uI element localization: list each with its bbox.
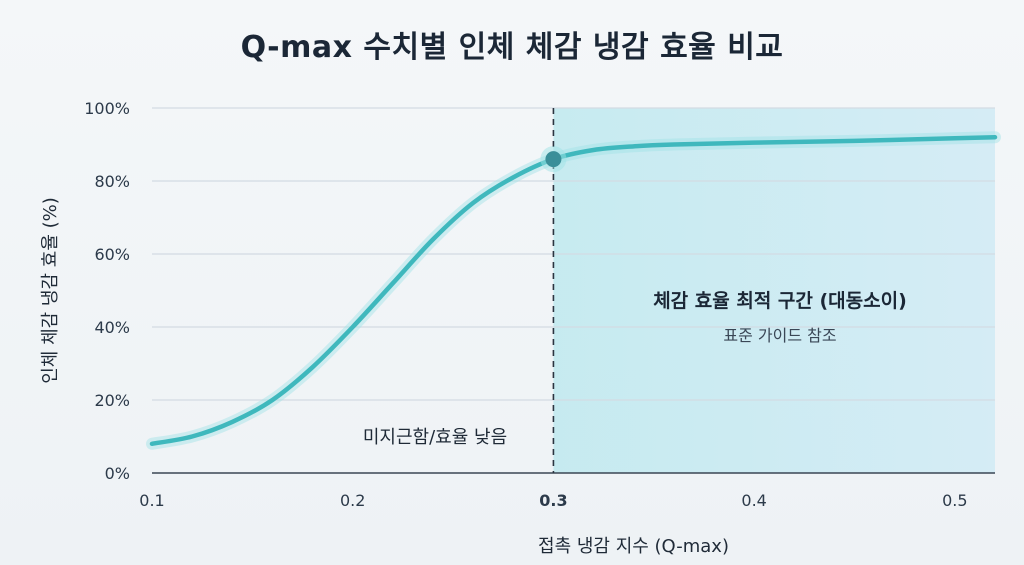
y-tick-label: 80% bbox=[94, 172, 130, 191]
data-point bbox=[953, 136, 957, 140]
data-point bbox=[311, 365, 315, 369]
data-point bbox=[511, 175, 515, 179]
data-point bbox=[270, 398, 274, 402]
data-point bbox=[993, 135, 997, 139]
data-point bbox=[351, 325, 355, 329]
x-tick-label: 0.4 bbox=[741, 491, 766, 510]
data-point bbox=[853, 139, 857, 143]
x-tick-label: 0.2 bbox=[340, 491, 365, 510]
data-point bbox=[632, 144, 636, 148]
optimal-zone bbox=[553, 108, 995, 473]
data-point bbox=[752, 141, 756, 145]
data-point bbox=[431, 237, 435, 241]
highlight-point bbox=[545, 151, 562, 168]
x-tick-label: 0.5 bbox=[942, 491, 967, 510]
data-point bbox=[391, 281, 395, 285]
y-axis-title: 인체 체감 냉감 효율 (%) bbox=[40, 197, 61, 384]
y-tick-label: 0% bbox=[105, 464, 130, 483]
series-line bbox=[149, 134, 998, 447]
optimal-zone-subtitle: 표준 가이드 참조 bbox=[723, 326, 836, 345]
data-point bbox=[592, 148, 596, 152]
x-tick-label: 0.3 bbox=[539, 491, 567, 510]
y-tick-label: 20% bbox=[94, 391, 130, 410]
optimal-zone-title: 체감 효율 최적 구간 (대동소이) bbox=[653, 290, 907, 312]
data-point bbox=[471, 201, 475, 205]
x-axis-title: 접촉 냉감 지수 (Q-max) bbox=[538, 536, 729, 557]
data-point bbox=[150, 442, 154, 446]
chart-title: Q-max 수치별 인체 체감 냉감 효율 비교 bbox=[240, 30, 784, 65]
y-tick-label: 40% bbox=[94, 318, 130, 337]
x-tick-label: 0.1 bbox=[139, 491, 164, 510]
y-tick-label: 100% bbox=[84, 99, 130, 118]
data-point bbox=[230, 420, 234, 424]
low-zone-label: 미지근함/효율 낮음 bbox=[363, 427, 507, 448]
data-point bbox=[190, 435, 194, 439]
y-tick-label: 60% bbox=[94, 245, 130, 264]
data-point bbox=[672, 143, 676, 147]
